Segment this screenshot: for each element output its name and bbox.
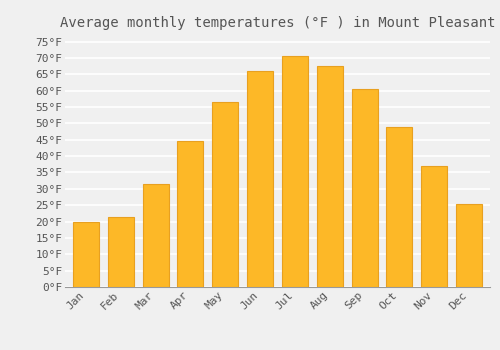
Title: Average monthly temperatures (°F ) in Mount Pleasant: Average monthly temperatures (°F ) in Mo… [60, 16, 495, 30]
Bar [73, 222, 99, 287]
Bar [282, 56, 308, 287]
Bar [142, 184, 169, 287]
Bar [421, 166, 448, 287]
Bar [316, 66, 343, 287]
Bar [247, 71, 273, 287]
Bar [212, 102, 238, 287]
Bar [178, 141, 204, 287]
Bar [108, 217, 134, 287]
Bar [456, 204, 482, 287]
Bar [386, 127, 412, 287]
Bar [352, 89, 378, 287]
